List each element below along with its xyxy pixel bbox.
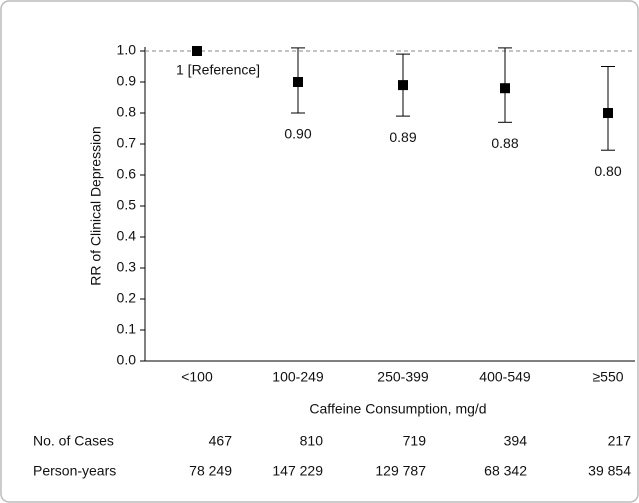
value-label: 1 [Reference]	[176, 62, 260, 78]
table-cell: 147 229	[272, 463, 323, 479]
y-tick-label: 0.7	[117, 135, 137, 151]
value-label: 0.88	[491, 135, 518, 151]
y-tick-label: 0.4	[117, 228, 137, 244]
y-tick-label: 0.9	[117, 73, 137, 89]
y-tick-label: 0.1	[117, 321, 137, 337]
value-label: 0.80	[594, 163, 621, 179]
table-cell: 719	[403, 433, 427, 449]
y-tick-label: 1.0	[117, 42, 137, 58]
value-label: 0.89	[389, 129, 416, 145]
x-tick-label: 400-549	[479, 369, 531, 385]
table-cell: 810	[300, 433, 324, 449]
x-tick-label: ≥550	[592, 369, 623, 385]
table-cell: 394	[504, 433, 528, 449]
table-row-label: Person-years	[33, 463, 116, 479]
y-tick-label: 0.3	[117, 259, 137, 275]
marker	[500, 83, 510, 94]
table-row-label: No. of Cases	[33, 433, 114, 449]
table-cell: 467	[209, 433, 233, 449]
marker	[398, 80, 408, 91]
y-axis-title: RR of Clinical Depression	[88, 126, 104, 286]
marker	[192, 46, 202, 56]
y-tick-label: 0.6	[117, 166, 137, 182]
x-tick-label: <100	[181, 369, 213, 385]
x-tick-label: 100-249	[272, 369, 324, 385]
y-tick-label: 0.0	[117, 352, 137, 368]
table-cell: 129 787	[375, 463, 426, 479]
marker	[293, 77, 303, 87]
value-label: 0.90	[284, 126, 311, 142]
y-tick-label: 0.8	[117, 104, 137, 120]
table-cell: 217	[608, 433, 632, 449]
marker	[603, 108, 613, 118]
x-tick-label: 250-399	[377, 369, 429, 385]
table-cell: 78 249	[189, 463, 232, 479]
y-tick-label: 0.5	[117, 197, 137, 213]
table-cell: 39 854	[588, 463, 631, 479]
y-tick-label: 0.2	[117, 290, 137, 306]
table-cell: 68 342	[484, 463, 527, 479]
x-axis-title: Caffeine Consumption, mg/d	[309, 401, 486, 417]
